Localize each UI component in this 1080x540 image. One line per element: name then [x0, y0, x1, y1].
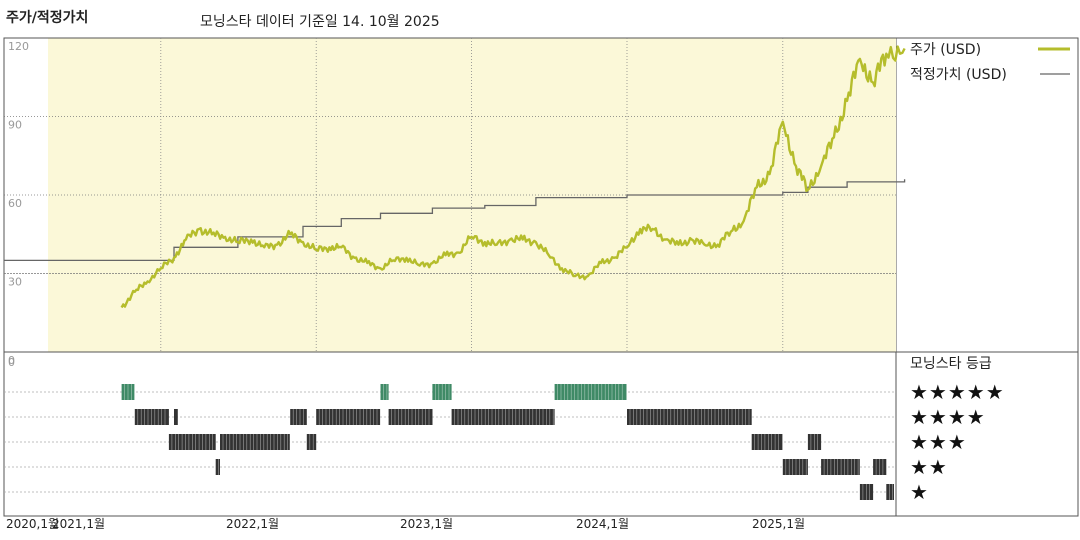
y-tick-label: 90: [8, 119, 22, 132]
rating-band-3: [751, 434, 783, 450]
y-tick-label: 120: [8, 40, 29, 53]
x-tick-label: 2022,1월: [226, 517, 279, 531]
rating-bands: [121, 384, 894, 500]
rating-band-2: [821, 459, 860, 475]
y-tick-label: 60: [8, 197, 22, 210]
rating-band-4: [290, 409, 307, 425]
rating-band-4: [174, 409, 178, 425]
x-tick-label: 2023,1월: [400, 517, 453, 531]
rating-band-4: [316, 409, 381, 425]
rating-band-5: [554, 384, 627, 400]
y-tick-label: 0: [8, 354, 15, 367]
y-tick-label: 0: [8, 356, 15, 369]
legend-price-label: 주가 (USD): [910, 42, 981, 58]
rating-band-4: [627, 409, 752, 425]
rating-legend-1-star: ★: [910, 480, 929, 504]
rating-band-3: [306, 434, 317, 450]
rating-band-2: [215, 459, 220, 475]
chart-frame: [3, 37, 1079, 517]
rating-band-3: [220, 434, 290, 450]
price-line: [120, 45, 906, 309]
legend-fair-label: 적정가치 (USD): [910, 67, 1007, 83]
x-tick-label: 2021,1월: [52, 517, 105, 531]
rating-legend-title: 모닝스타 등급: [910, 356, 992, 372]
rating-band-4: [388, 409, 433, 425]
rating-band-5: [380, 384, 389, 400]
rating-legend-5-stars: ★★★★★: [910, 380, 1005, 404]
chart-subtitle: 모닝스타 데이터 기준일 14. 10월 2025: [200, 14, 440, 30]
rating-legend-3-stars: ★★★: [910, 430, 967, 454]
rating-legend-4-stars: ★★★★: [910, 405, 986, 429]
rating-band-4: [134, 409, 169, 425]
y-tick-label: 30: [8, 276, 22, 289]
rating-band-2: [782, 459, 808, 475]
rating-band-4: [451, 409, 555, 425]
rating-legend-2-stars: ★★: [910, 455, 948, 479]
chart-title: 주가/적정가치: [6, 9, 88, 26]
x-tick-label: 2024,1월: [576, 517, 629, 531]
x-tick-label: 2025,1월: [752, 517, 805, 531]
rating-band-1: [886, 484, 894, 500]
x-tick-label: 2020,1월: [6, 517, 59, 531]
series-layer: [4, 45, 906, 309]
